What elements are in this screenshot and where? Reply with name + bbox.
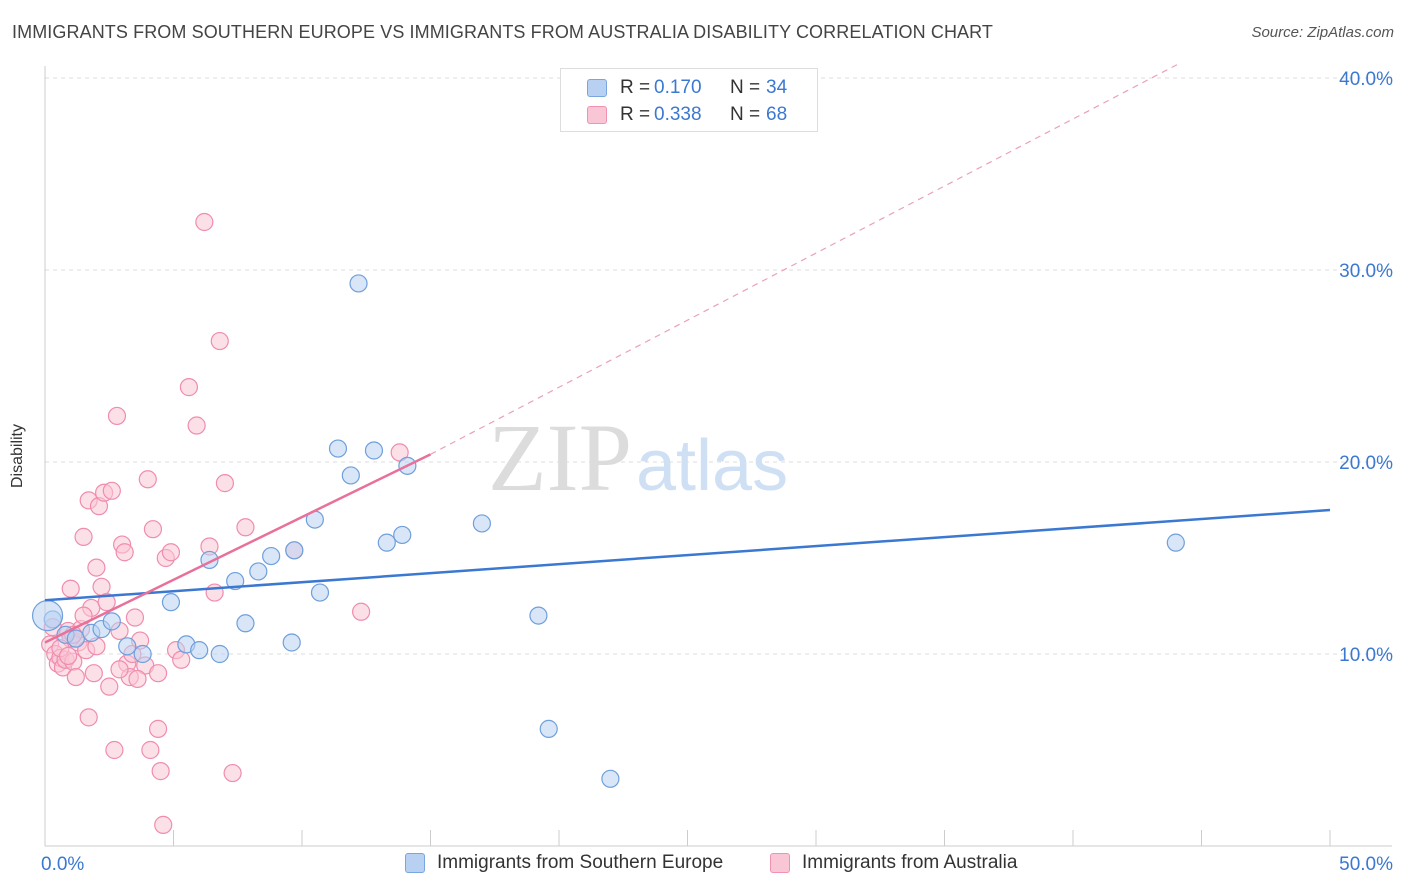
data-point-australia	[148, 664, 168, 683]
legend-swatch-blue	[587, 79, 607, 97]
data-point-southern-europe	[190, 641, 209, 660]
x-tick-label: 0.0%	[41, 854, 84, 875]
data-point-southern-europe	[102, 612, 121, 631]
tick-labels: 10.0% 20.0% 30.0% 40.0% 0.0% 50.0%	[41, 69, 1393, 875]
data-point-southern-europe	[262, 546, 281, 566]
data-point-australia	[74, 527, 93, 546]
data-point-southern-europe	[161, 593, 181, 612]
data-point-southern-europe	[364, 441, 384, 460]
data-point-australia	[154, 815, 173, 834]
data-point-australia	[390, 443, 409, 462]
data-point-australia	[161, 543, 181, 562]
x-tick-label: 50.0%	[1339, 854, 1393, 875]
legend-swatch-pink	[587, 106, 607, 124]
data-point-southern-europe	[226, 571, 245, 591]
y-tick-label: 30.0%	[1339, 261, 1393, 282]
data-point-australia	[125, 608, 145, 627]
data-point-australia	[105, 740, 124, 760]
gridlines	[45, 77, 1392, 655]
data-point-southern-europe	[249, 562, 268, 581]
series-southern-europe-points	[31, 274, 1185, 788]
data-point-southern-europe	[529, 606, 548, 625]
data-point-australia	[143, 520, 163, 539]
data-point-southern-europe	[285, 541, 304, 560]
data-point-southern-europe	[310, 583, 330, 602]
axes	[44, 66, 1392, 847]
r-label: R =	[620, 104, 651, 125]
r-value: 0.338	[654, 104, 702, 125]
trend-line-australia-extension	[430, 62, 1182, 455]
watermark: ZIP atlas	[488, 404, 788, 511]
data-point-southern-europe	[601, 769, 620, 788]
data-point-southern-europe	[118, 637, 137, 656]
correlation-legend: R = 0.170 N = 34 R = 0.338 N = 68	[560, 68, 818, 132]
data-point-southern-europe	[236, 614, 255, 633]
data-point-australia	[205, 583, 224, 602]
y-tick-label: 20.0%	[1339, 453, 1393, 474]
data-point-southern-europe	[282, 633, 301, 652]
n-label: N =	[730, 104, 761, 125]
data-point-southern-europe	[31, 599, 64, 632]
data-point-southern-europe	[377, 533, 396, 552]
n-value: 34	[766, 77, 788, 98]
data-point-australia	[138, 470, 157, 489]
data-point-australia	[107, 406, 127, 426]
data-point-australia	[92, 577, 111, 596]
n-label: N =	[730, 77, 761, 98]
data-point-southern-europe	[66, 629, 85, 648]
data-point-australia	[102, 481, 121, 500]
data-point-australia	[141, 740, 160, 760]
watermark-atlas: atlas	[636, 426, 788, 506]
chart-title: IMMIGRANTS FROM SOUTHERN EUROPE VS IMMIG…	[12, 22, 994, 42]
data-point-australia	[148, 719, 168, 738]
trend-line-australia	[44, 453, 432, 644]
data-point-australia	[151, 762, 170, 781]
series-australia-points	[41, 212, 409, 834]
n-value: 68	[766, 104, 788, 125]
data-point-southern-europe	[210, 644, 229, 664]
legend-label: Immigrants from Australia	[802, 852, 1018, 873]
data-point-australia	[223, 763, 242, 783]
data-point-australia	[215, 474, 234, 493]
data-point-australia	[110, 660, 129, 679]
data-point-southern-europe	[1166, 533, 1185, 552]
data-point-australia	[172, 650, 191, 669]
watermark-zip: ZIP	[488, 404, 632, 511]
data-point-australia	[84, 664, 103, 683]
data-point-australia	[79, 708, 98, 727]
r-value: 0.170	[654, 77, 702, 98]
trend-line-southern-europe	[44, 508, 1331, 602]
y-axis-label: Disability	[9, 423, 26, 489]
data-point-australia	[195, 212, 214, 232]
data-point-southern-europe	[393, 525, 412, 545]
data-point-southern-europe	[472, 514, 491, 533]
data-point-australia	[210, 331, 229, 351]
y-tick-label: 40.0%	[1339, 69, 1393, 90]
data-point-australia	[179, 378, 199, 397]
legend-swatch-pink	[770, 853, 790, 873]
data-point-australia	[128, 669, 147, 689]
data-point-australia	[66, 667, 85, 687]
trend-lines	[44, 62, 1331, 644]
legend-label: Immigrants from Southern Europe	[437, 852, 724, 873]
data-point-southern-europe	[341, 466, 360, 485]
data-point-southern-europe	[133, 644, 152, 664]
data-point-australia	[59, 646, 78, 666]
data-point-australia	[100, 677, 119, 696]
source-label: Source: ZipAtlas.com	[1251, 24, 1394, 41]
y-tick-label: 10.0%	[1339, 645, 1393, 666]
r-label: R =	[620, 77, 651, 98]
data-point-australia	[115, 543, 134, 562]
legend-swatch-blue	[405, 853, 425, 873]
data-point-australia	[187, 416, 206, 435]
data-point-southern-europe	[539, 719, 558, 738]
data-point-australia	[97, 593, 116, 612]
data-point-australia	[236, 518, 255, 537]
data-point-southern-europe	[349, 274, 368, 293]
data-point-australia	[61, 579, 80, 598]
data-point-australia	[352, 602, 371, 621]
data-point-australia	[87, 558, 106, 577]
data-point-southern-europe	[328, 439, 348, 458]
